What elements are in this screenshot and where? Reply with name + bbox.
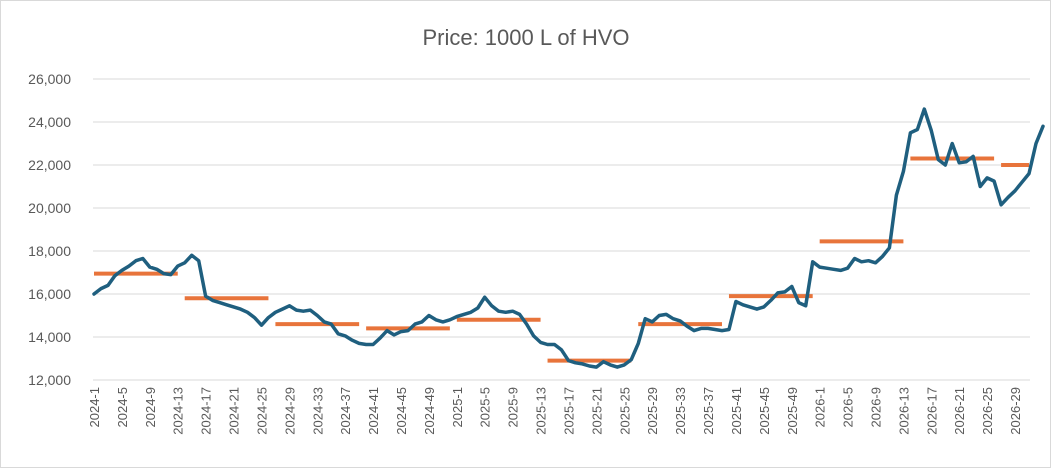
- x-tick-label: 2025-49: [785, 387, 800, 435]
- x-tick-label: 2025-41: [729, 387, 744, 435]
- y-tick-label: 18,000: [28, 243, 71, 259]
- y-tick-label: 14,000: [28, 329, 71, 345]
- y-tick-label: 16,000: [28, 286, 71, 302]
- x-tick-label: 2026-5: [841, 387, 856, 427]
- y-axis: 12,000 14,000 16,000 18,000 20,000 22,000 24,0…: [28, 71, 71, 388]
- y-tick-label: 26,000: [28, 71, 71, 87]
- x-tick-label: 2025-25: [617, 387, 632, 435]
- x-tick-label: 2024-45: [394, 387, 409, 435]
- y-tick-label: 12,000: [28, 372, 71, 388]
- chart-title: Price: 1000 L of HVO: [422, 25, 629, 50]
- x-tick-label: 2024-25: [254, 387, 269, 435]
- x-tick-label: 2024-9: [143, 387, 158, 427]
- y-tick-label: 24,000: [28, 114, 71, 130]
- x-tick-label: 2025-21: [589, 387, 604, 435]
- x-tick-label: 2025-13: [534, 387, 549, 435]
- x-tick-label: 2026-9: [868, 387, 883, 427]
- x-tick-label: 2024-5: [115, 387, 130, 427]
- x-tick-label: 2024-33: [310, 387, 325, 435]
- x-tick-label: 2024-49: [422, 387, 437, 435]
- x-axis: 2024-1 2024-5 2024-9 2024-13 2024-17 2024-21 2…: [87, 387, 1023, 435]
- x-tick-label: 2024-13: [171, 387, 186, 435]
- average-segments: [94, 156, 1029, 363]
- x-tick-label: 2026-29: [1008, 387, 1023, 435]
- gridlines: [93, 78, 1030, 381]
- x-tick-label: 2026-25: [980, 387, 995, 435]
- x-tick-label: 2024-21: [227, 387, 242, 435]
- x-tick-label: 2026-21: [952, 387, 967, 435]
- y-tick-label: 20,000: [28, 200, 71, 216]
- x-tick-label: 2025-5: [478, 387, 493, 427]
- x-tick-label: 2024-41: [366, 387, 381, 435]
- x-tick-label: 2025-33: [673, 387, 688, 435]
- x-tick-label: 2024-1: [87, 387, 102, 427]
- x-tick-label: 2024-17: [199, 387, 214, 435]
- x-tick-label: 2026-17: [924, 387, 939, 435]
- x-tick-label: 2024-29: [282, 387, 297, 435]
- x-tick-label: 2025-1: [450, 387, 465, 427]
- price-series-line: [92, 107, 1045, 369]
- x-tick-label: 2025-17: [561, 387, 576, 435]
- x-tick-label: 2024-37: [338, 387, 353, 435]
- y-tick-label: 22,000: [28, 157, 71, 173]
- x-tick-label: 2026-13: [896, 387, 911, 435]
- x-tick-label: 2026-1: [813, 387, 828, 427]
- x-tick-label: 2025-9: [506, 387, 521, 427]
- x-tick-label: 2025-37: [701, 387, 716, 435]
- series-line-layer: [92, 107, 1045, 369]
- x-tick-label: 2025-29: [645, 387, 660, 435]
- x-tick-label: 2025-45: [757, 387, 772, 435]
